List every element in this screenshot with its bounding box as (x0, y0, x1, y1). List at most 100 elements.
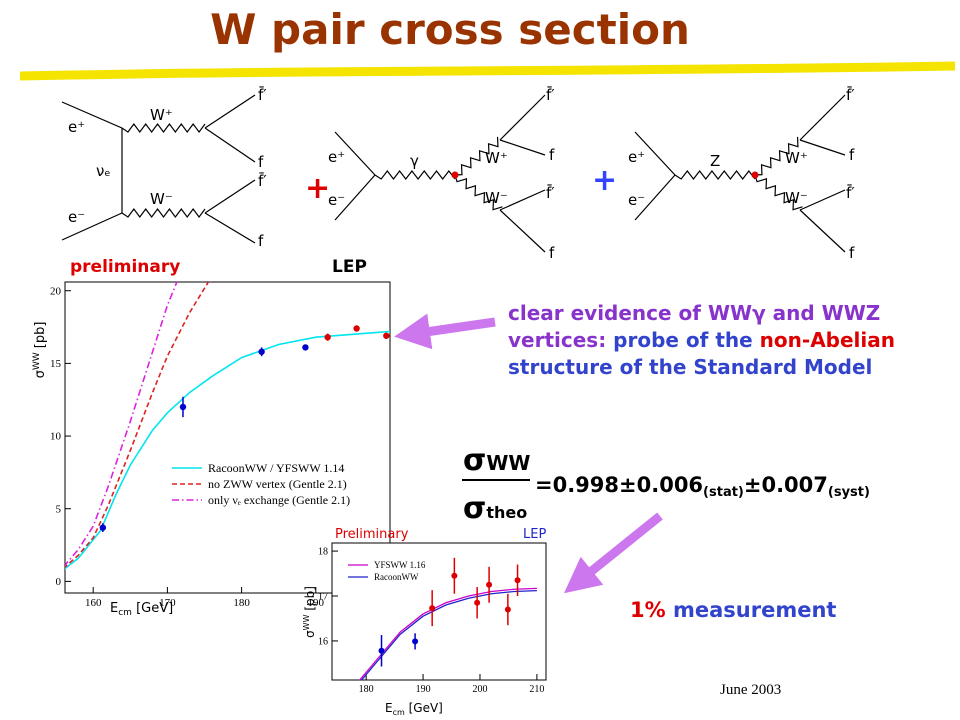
x-tick-label: 180 (233, 597, 250, 609)
x-tick-label: 190 (416, 684, 431, 695)
particle-label: e⁻ (68, 208, 85, 226)
particle-label: f̄′ (546, 183, 555, 202)
chart: 160 170 180 190 0 5 10 15 20 Ecm [GeV] σWW [pb] Rac… (32, 281, 391, 618)
propagator (454, 174, 503, 211)
particle-label: f (849, 244, 855, 262)
legend-label: no ZWW vertex (Gentle 2.1) (208, 477, 347, 491)
y-tick-label: 5 (56, 503, 62, 515)
data-point (99, 524, 107, 531)
curve (358, 587, 537, 680)
propagator (454, 136, 499, 176)
y-axis-label: σWW [pb] (302, 586, 317, 638)
data-point (474, 599, 481, 606)
highlighter (19, 61, 956, 81)
data-point (179, 403, 187, 411)
plot-content (358, 557, 537, 680)
statement-part: structure of the Standard Model (508, 355, 873, 379)
particle-label: f̄′ (258, 171, 267, 190)
y-tick-label: 10 (50, 431, 62, 443)
legend-label: RacoonWW / YFSWW 1.14 (208, 461, 344, 475)
y-tick-label: 15 (50, 358, 62, 370)
x-axis-label: Ecm [GeV] (110, 601, 173, 618)
particle-label: f̄′ (258, 85, 267, 104)
label-part: σ (33, 370, 48, 378)
measurement: 1% measurement (630, 598, 836, 622)
fermion-line (799, 189, 846, 211)
feynman-diagram: e⁺ e⁻ γ W⁺ W⁻ f̄′ f f̄′ f (328, 85, 555, 262)
formula: σWW σtheo =0.998±0.006(stat)±0.007(syst) (462, 443, 870, 526)
label-part: σ (303, 630, 317, 638)
particle-label: f (849, 146, 855, 164)
x-tick-label: 170 (159, 597, 176, 609)
denominator: σtheo (463, 491, 527, 526)
label-part: [pb] (303, 586, 317, 614)
measurement-part: 1% (630, 598, 666, 622)
fermion-line (499, 189, 546, 211)
x-tick-label: 160 (85, 597, 102, 609)
propagator (754, 136, 799, 176)
y-tick-label: 20 (50, 285, 62, 297)
particle-label: f (549, 146, 555, 164)
chart-label: preliminary (70, 257, 180, 277)
fermion-line (799, 139, 846, 156)
vertex (751, 171, 759, 179)
particle-label: f (258, 232, 264, 250)
label-part: [GeV] (405, 701, 443, 715)
fermion-line (61, 101, 123, 129)
vertex (451, 171, 459, 179)
label-part: cm (118, 608, 132, 618)
statement-part: non-Abelian (759, 328, 895, 352)
curve (65, 282, 178, 567)
fermion-line (634, 174, 676, 221)
particle-label: W⁺ (150, 106, 173, 124)
feynman-diagram: e⁺ e⁻ Z W⁺ W⁻ f̄′ f f̄′ f (628, 85, 855, 262)
formula-value: =0.998±0.006(stat)±0.007(syst) (535, 473, 870, 500)
y-axis-label: σWW [pb] (32, 322, 48, 379)
fermion-line (204, 94, 256, 129)
particle-label: f (549, 244, 555, 262)
plot-content (65, 282, 390, 570)
y-tick-label: 18 (318, 546, 328, 557)
measurement-part: measurement (672, 598, 837, 622)
legend-label: RacoonWW (374, 572, 419, 582)
propagator (121, 207, 206, 219)
fermion-line (204, 127, 256, 163)
fermion-line (799, 94, 846, 141)
x-tick-label: 190 (308, 597, 325, 609)
y-tick-label: 17 (318, 591, 328, 602)
fermion-line (634, 131, 676, 176)
particle-label: W⁺ (785, 149, 808, 167)
fermion-line (499, 209, 546, 253)
plot-area (64, 281, 391, 594)
particle-label: W⁻ (785, 189, 808, 207)
data-point (302, 344, 309, 351)
fermion-line (204, 179, 256, 214)
label-part: [GeV] (132, 601, 173, 616)
particle-label: e⁺ (68, 118, 85, 136)
propagator (374, 170, 456, 180)
chart-label: LEP (332, 257, 367, 277)
y-tick-label: 0 (56, 576, 62, 588)
label-part: WW (302, 614, 311, 630)
curve (65, 282, 210, 569)
data-point (429, 605, 436, 612)
fermion-line (499, 139, 546, 156)
statement: clear evidence of WWγ and WWZ vertices: … (508, 300, 908, 381)
title: W pair cross section (210, 5, 690, 54)
data-point (504, 606, 511, 613)
data-point (383, 332, 390, 339)
particle-label: f̄′ (546, 85, 555, 104)
operator: + (305, 171, 330, 206)
footer: June 2003 (720, 682, 781, 698)
x-tick-label: 200 (472, 684, 487, 695)
particle-label: e⁻ (328, 191, 345, 209)
chart-label: Preliminary (335, 527, 409, 542)
label-part: cm (393, 708, 405, 717)
plot-area (331, 542, 547, 681)
fermion-line (499, 94, 546, 141)
numerator: σWW (463, 443, 531, 478)
particle-label: f̄′ (846, 85, 855, 104)
label-part: [pb] (33, 322, 48, 353)
particle-label: f̄′ (846, 183, 855, 202)
